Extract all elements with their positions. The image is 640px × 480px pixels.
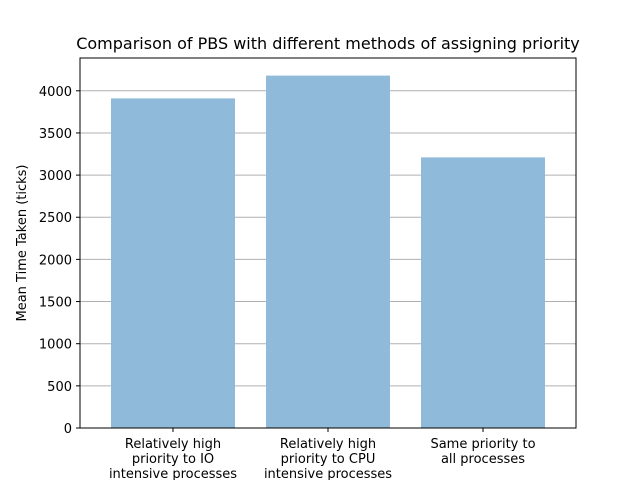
y-tick-label: 4000	[39, 85, 72, 100]
y-axis-label: Mean Time Taken (ticks)	[15, 165, 30, 322]
bars	[111, 75, 545, 428]
y-tick-label: 1000	[39, 338, 72, 353]
y-tick-label: 2000	[39, 253, 72, 268]
chart-title: Comparison of PBS with different methods…	[76, 34, 580, 53]
y-tick-label: 3500	[39, 127, 72, 142]
y-tick-label: 2500	[39, 211, 72, 226]
bar	[111, 98, 235, 428]
x-tick-label: Same priority to all processes	[430, 437, 535, 467]
x-axis-ticks: Relatively high priority to IO intensive p…	[109, 428, 536, 480]
y-axis-ticks: 0 500 1000 1500 2000 2500 3000 3500 4000	[39, 85, 80, 437]
x-tick-label: Relatively high priority to CPU intensive …	[264, 437, 392, 480]
y-tick-label: 500	[47, 380, 72, 395]
y-tick-label: 1500	[39, 296, 72, 311]
bar	[266, 75, 390, 428]
y-tick-label: 3000	[39, 169, 72, 184]
y-tick-label: 0	[64, 422, 72, 437]
x-tick-label: Relatively high priority to IO intensive p…	[109, 437, 237, 480]
bar	[421, 157, 545, 428]
